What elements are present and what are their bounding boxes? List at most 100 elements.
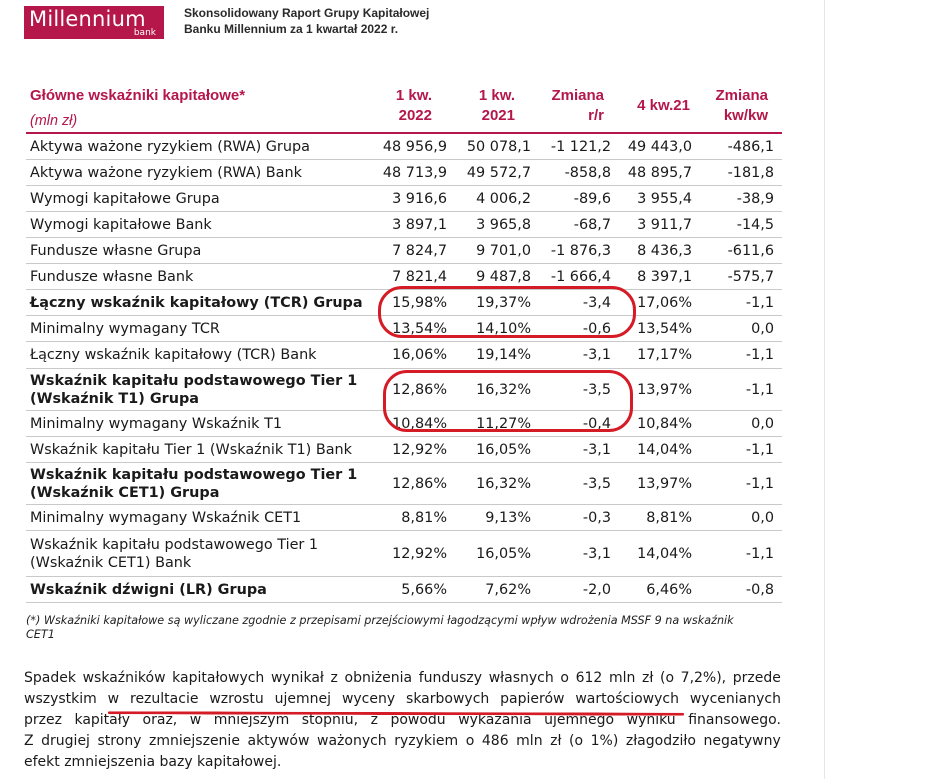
paragraph-word: przede xyxy=(732,670,781,686)
row-label: Fundusze własne Grupa xyxy=(30,242,201,260)
logo-brand: Millennium xyxy=(29,7,146,31)
row-label-line: Wymogi kapitałowe Bank xyxy=(30,216,212,233)
paragraph-word: ujemnej xyxy=(274,691,332,707)
table-cell: 15,98% xyxy=(392,294,447,311)
table-cell: 3 916,6 xyxy=(392,190,447,207)
paragraph-line: Spadek wskaźników kapitałowych wynikał z obni… xyxy=(24,668,781,689)
row-label-line: Łączny wskaźnik kapitałowy (TCR) Grupa xyxy=(30,294,363,311)
column-header-change-yoy: Zmiana r/r xyxy=(534,86,604,126)
paragraph-line: wszystkim w rezultacie wzrostu ujemnej wyceny… xyxy=(24,689,781,710)
table-cell: 8,81% xyxy=(646,509,692,526)
row-label: Aktywa ważone ryzykiem (RWA) Grupa xyxy=(30,138,310,156)
table-cell: 48 895,7 xyxy=(627,164,692,181)
table-cell: 17,17% xyxy=(637,347,692,363)
row-label: Łączny wskaźnik kapitałowy (TCR) Bank xyxy=(30,346,317,364)
page-edge xyxy=(824,0,825,779)
row-label-line: Wskaźnik kapitału Tier 1 (Wskaźnik T1) B… xyxy=(30,441,353,458)
table-cell: 16,06% xyxy=(392,347,447,363)
row-label: Wskaźnik dźwigni (LR) Grupa xyxy=(30,581,267,599)
table-row: Wskaźnik dźwigni (LR) Grupa 5,66% 7,62% -2,… xyxy=(26,577,782,603)
column-header-line: Zmiana xyxy=(715,87,768,104)
table-cell: 48 713,9 xyxy=(382,164,447,181)
paragraph-word: w xyxy=(189,712,202,728)
table-cell: -575,7 xyxy=(727,268,774,285)
table-cell: 7,62% xyxy=(485,581,531,598)
table-cell: 0,0 xyxy=(751,320,774,337)
paragraph-line: efekt zmniejszenia bazy kapitałowej. xyxy=(24,754,282,770)
paragraph-word: ważonych xyxy=(317,733,387,749)
column-header-line: 1 kw. xyxy=(395,87,432,104)
table-row: Minimalny wymagany Wskaźnik CET1 8,81% 9,1… xyxy=(26,505,782,531)
table-cell: -1,1 xyxy=(745,545,774,562)
table-cell: -3,1 xyxy=(582,441,611,458)
row-label-line: Fundusze własne Bank xyxy=(30,268,194,285)
highlight-oval-t1 xyxy=(383,370,633,432)
logo-sub: bank xyxy=(133,28,156,38)
table-cell: 17,06% xyxy=(637,294,692,311)
table-cell: -68,7 xyxy=(573,216,611,233)
paragraph-word: zmniejszenie xyxy=(149,733,240,749)
row-label: Wymogi kapitałowe Bank xyxy=(30,216,212,234)
paragraph-word: drugiej xyxy=(41,733,90,749)
paragraph-word: wartościowych xyxy=(575,691,679,707)
table-cell: -0,8 xyxy=(745,581,774,598)
paragraph-word: wynikał xyxy=(270,670,324,686)
table-row: Aktywa ważone ryzykiem (RWA) Grupa 48 956… xyxy=(26,134,782,160)
table-cell: 3 965,8 xyxy=(476,216,531,233)
table-title: Główne wskaźniki kapitałowe* xyxy=(30,87,246,104)
table-cell: 14,04% xyxy=(637,545,692,562)
column-header-line: 2022 xyxy=(398,107,432,124)
paragraph-word: mln xyxy=(608,670,636,686)
row-label: Wskaźnik kapitału podstawowego Tier 1 (Ws… xyxy=(30,536,318,572)
paragraph-word: powodu xyxy=(390,712,446,728)
table-cell: -3,4 xyxy=(582,294,611,311)
row-label: Minimalny wymagany Wskaźnik CET1 xyxy=(30,509,301,527)
paragraph-word: (o xyxy=(569,733,584,749)
column-header-line: Zmiana xyxy=(551,87,604,104)
column-header-line: 2021 xyxy=(481,107,515,124)
paragraph-word: stopniu, xyxy=(301,712,359,728)
column-header-line: r/r xyxy=(588,107,604,124)
paragraph-word: 7,2%), xyxy=(680,670,727,686)
table-cell: 9 701,0 xyxy=(476,242,531,259)
capital-ratios-table: Główne wskaźniki kapitałowe* (mln zł) 1 … xyxy=(26,84,782,603)
table-cell: 11,27% xyxy=(476,415,531,432)
table-cell: 6,46% xyxy=(646,581,692,598)
table-cell: -1,1 xyxy=(745,381,774,398)
table-row: Minimalny wymagany TCR 13,54% 14,10% -0,6 13… xyxy=(26,316,782,342)
table-cell: 19,14% xyxy=(476,347,531,363)
column-header-change-qoq: Zmiana kw/kw xyxy=(700,86,768,126)
table-cell: -0,3 xyxy=(582,509,611,526)
table-cell: 16,32% xyxy=(476,381,531,398)
row-label: Łączny wskaźnik kapitałowy (TCR) Grupa xyxy=(30,294,363,312)
table-cell: 4 006,2 xyxy=(476,190,531,207)
row-label-line: Wskaźnik kapitału podstawowego Tier 1 xyxy=(30,372,358,389)
table-cell: 12,92% xyxy=(392,545,447,562)
row-label: Wskaźnik kapitału Tier 1 (Wskaźnik T1) B… xyxy=(30,441,352,459)
row-label-line: Minimalny wymagany Wskaźnik CET1 xyxy=(30,509,302,526)
table-cell: -0,6 xyxy=(582,320,611,337)
table-row: Aktywa ważone ryzykiem (RWA) Bank 48 713,… xyxy=(26,160,782,186)
row-label: Aktywa ważone ryzykiem (RWA) Bank xyxy=(30,164,302,182)
paragraph-word: rezultacie xyxy=(130,691,199,707)
paragraph-word: wzrostu xyxy=(209,691,264,707)
row-label-line: Wskaźnik dźwigni (LR) Grupa xyxy=(30,581,267,598)
row-label-line: Minimalny wymagany Wskaźnik T1 xyxy=(30,415,283,432)
paragraph-word: wszystkim xyxy=(24,691,97,707)
commentary-paragraph: Spadek wskaźników kapitałowych wynikał z obni… xyxy=(24,668,781,773)
table-cell: 9,13% xyxy=(485,509,531,526)
paragraph-word: mniejszym xyxy=(213,712,290,728)
table-cell: -0,4 xyxy=(582,415,611,432)
table-cell: 13,54% xyxy=(637,320,692,337)
row-label: Minimalny wymagany Wskaźnik T1 xyxy=(30,415,282,433)
table-row: Wymogi kapitałowe Bank 3 897,1 3 965,8 -68,… xyxy=(26,212,782,238)
paragraph-line: przez kapitały oraz, w mniejszym stopniu, z pow… xyxy=(24,710,781,731)
table-cell: 48 956,9 xyxy=(382,138,447,155)
table-cell: 49 443,0 xyxy=(627,138,692,155)
table-row: Fundusze własne Bank 7 821,4 9 487,8 -1 666… xyxy=(26,264,782,290)
table-cell: -89,6 xyxy=(573,190,611,207)
table-cell: -3,1 xyxy=(582,347,611,363)
row-label-line: Minimalny wymagany TCR xyxy=(30,320,220,337)
table-cell: -14,5 xyxy=(736,216,774,233)
table-cell: 13,54% xyxy=(392,320,447,337)
